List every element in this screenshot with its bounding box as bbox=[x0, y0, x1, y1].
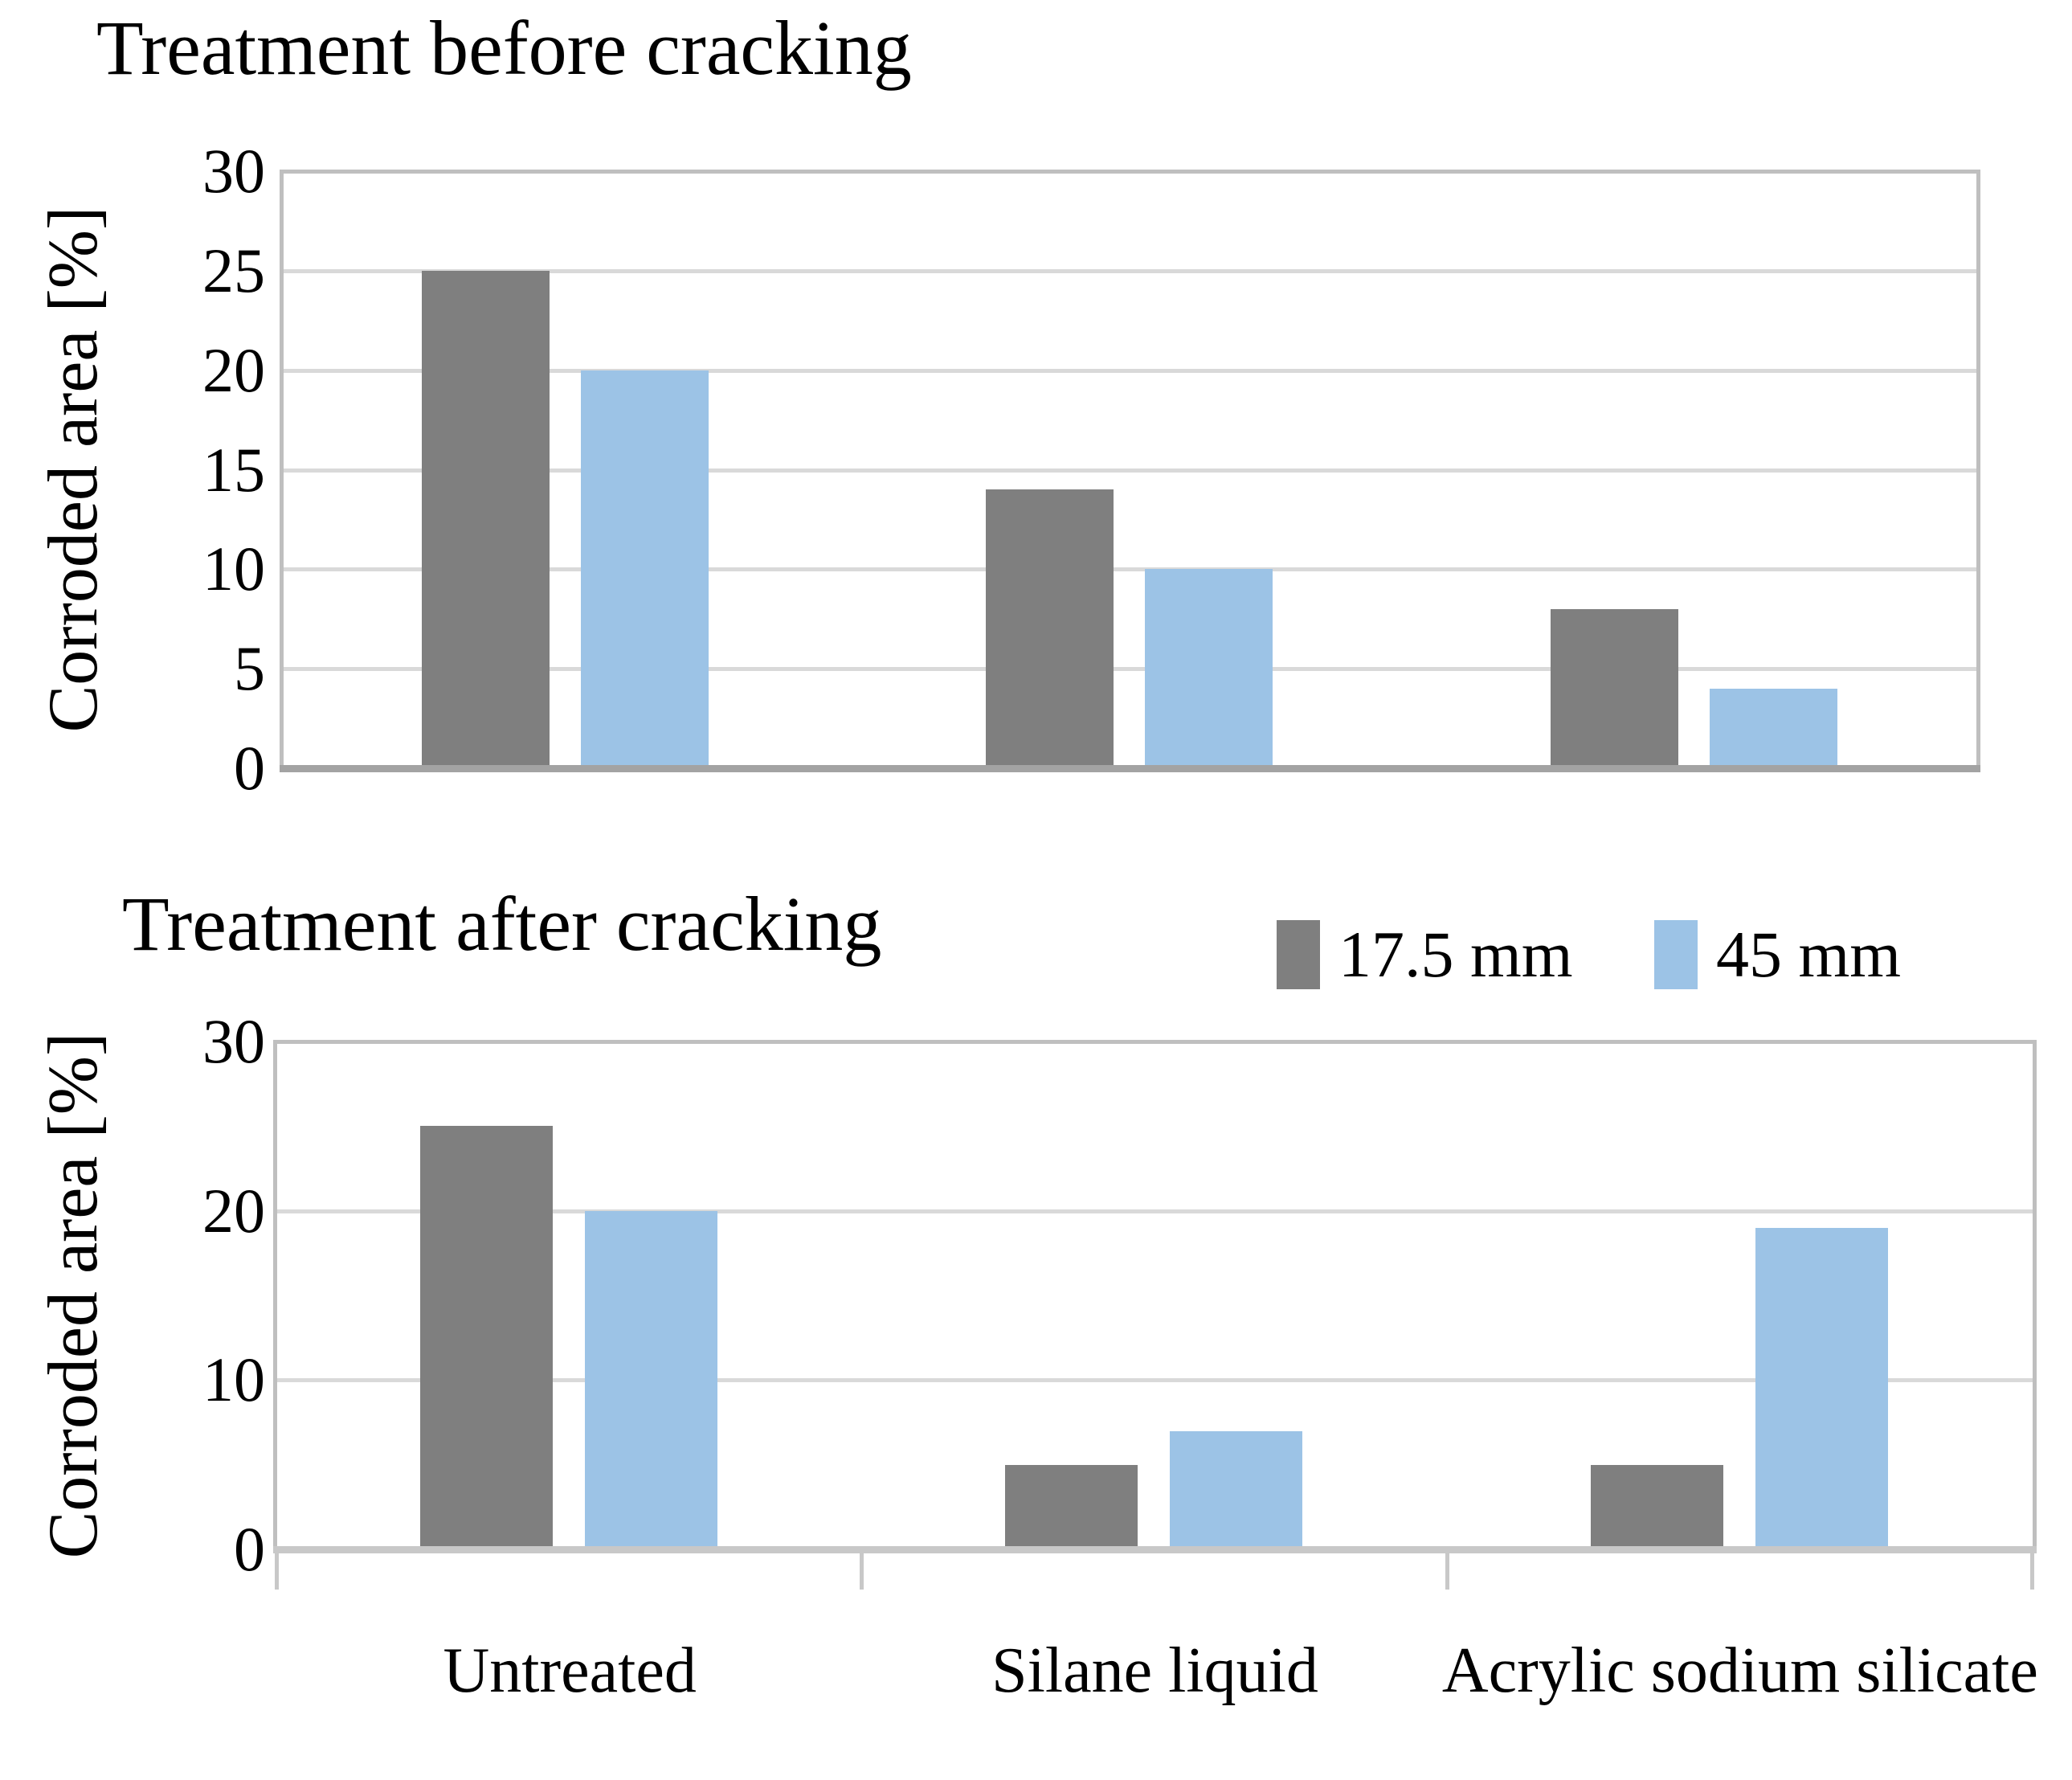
legend-label: 17.5 mm bbox=[1338, 918, 1573, 991]
legend-item-45-mm: 45 mm bbox=[1654, 919, 1901, 990]
y-tick-label-20: 20 bbox=[202, 334, 265, 405]
y-tick-label-25: 25 bbox=[202, 235, 265, 305]
bar-17-5-mm-silane-liquid bbox=[1005, 1464, 1138, 1549]
plot-border-left bbox=[273, 1040, 277, 1551]
plot-border-top bbox=[273, 1040, 2037, 1044]
y-tick-label-0: 0 bbox=[234, 733, 265, 803]
gridline-10 bbox=[284, 567, 1976, 572]
y-tick-label-20: 20 bbox=[202, 1175, 265, 1246]
bar-45-mm-untreated bbox=[581, 370, 709, 768]
y-tick-label-5: 5 bbox=[234, 633, 265, 704]
gridline-5 bbox=[284, 667, 1976, 672]
bar-45-mm-acrylic-sodium-silicate bbox=[1709, 688, 1837, 768]
plot-border-left bbox=[280, 170, 284, 770]
bottom-chart-y-axis-title: Corroded area [%] bbox=[35, 1032, 112, 1559]
bar-17-5-mm-silane-liquid bbox=[986, 489, 1114, 768]
bar-17-5-mm-untreated bbox=[420, 1126, 553, 1549]
bottom-chart-title: Treatment after cracking bbox=[122, 881, 882, 967]
legend-item-17-5-mm: 17.5 mm bbox=[1277, 919, 1573, 990]
y-tick-label-30: 30 bbox=[202, 1006, 265, 1076]
gridline-10 bbox=[277, 1378, 2033, 1383]
y-tick-label-30: 30 bbox=[202, 136, 265, 206]
x-axis bbox=[280, 765, 1980, 772]
x-axis-tick bbox=[275, 1553, 279, 1590]
bar-17-5-mm-acrylic-sodium-silicate bbox=[1550, 608, 1678, 768]
y-tick-label-10: 10 bbox=[202, 534, 265, 604]
bar-45-mm-untreated bbox=[585, 1210, 717, 1549]
legend-swatch-gray-icon bbox=[1277, 920, 1320, 989]
bar-17-5-mm-acrylic-sodium-silicate bbox=[1590, 1464, 1723, 1549]
x-category-label-untreated: Untreated bbox=[443, 1635, 697, 1706]
x-axis bbox=[273, 1546, 2037, 1553]
bar-45-mm-silane-liquid bbox=[1170, 1430, 1303, 1549]
gridline-15 bbox=[284, 468, 1976, 473]
gridline-25 bbox=[284, 268, 1976, 273]
top-chart-title: Treatment before cracking bbox=[96, 5, 912, 91]
x-axis-tick bbox=[860, 1553, 864, 1590]
x-axis-tick bbox=[2030, 1553, 2034, 1590]
bar-45-mm-silane-liquid bbox=[1145, 569, 1273, 768]
legend-label: 45 mm bbox=[1716, 918, 1902, 991]
bar-45-mm-acrylic-sodium-silicate bbox=[1755, 1227, 1888, 1549]
plot-border-top bbox=[280, 170, 1980, 174]
gridline-20 bbox=[277, 1209, 2033, 1213]
plot-border-right bbox=[2033, 1040, 2037, 1551]
y-tick-label-10: 10 bbox=[202, 1344, 265, 1415]
legend-swatch-blue-icon bbox=[1654, 920, 1698, 989]
x-axis-tick bbox=[1445, 1553, 1449, 1590]
x-category-label-acrylic-sodium-silicate: Acrylic sodium silicate bbox=[1441, 1635, 2038, 1706]
gridline-20 bbox=[284, 368, 1976, 373]
y-tick-label-0: 0 bbox=[234, 1514, 265, 1584]
bar-17-5-mm-untreated bbox=[422, 270, 550, 768]
x-category-label-silane-liquid: Silane liquid bbox=[991, 1635, 1318, 1706]
plot-border-right bbox=[1976, 170, 1980, 770]
y-tick-label-15: 15 bbox=[202, 434, 265, 505]
